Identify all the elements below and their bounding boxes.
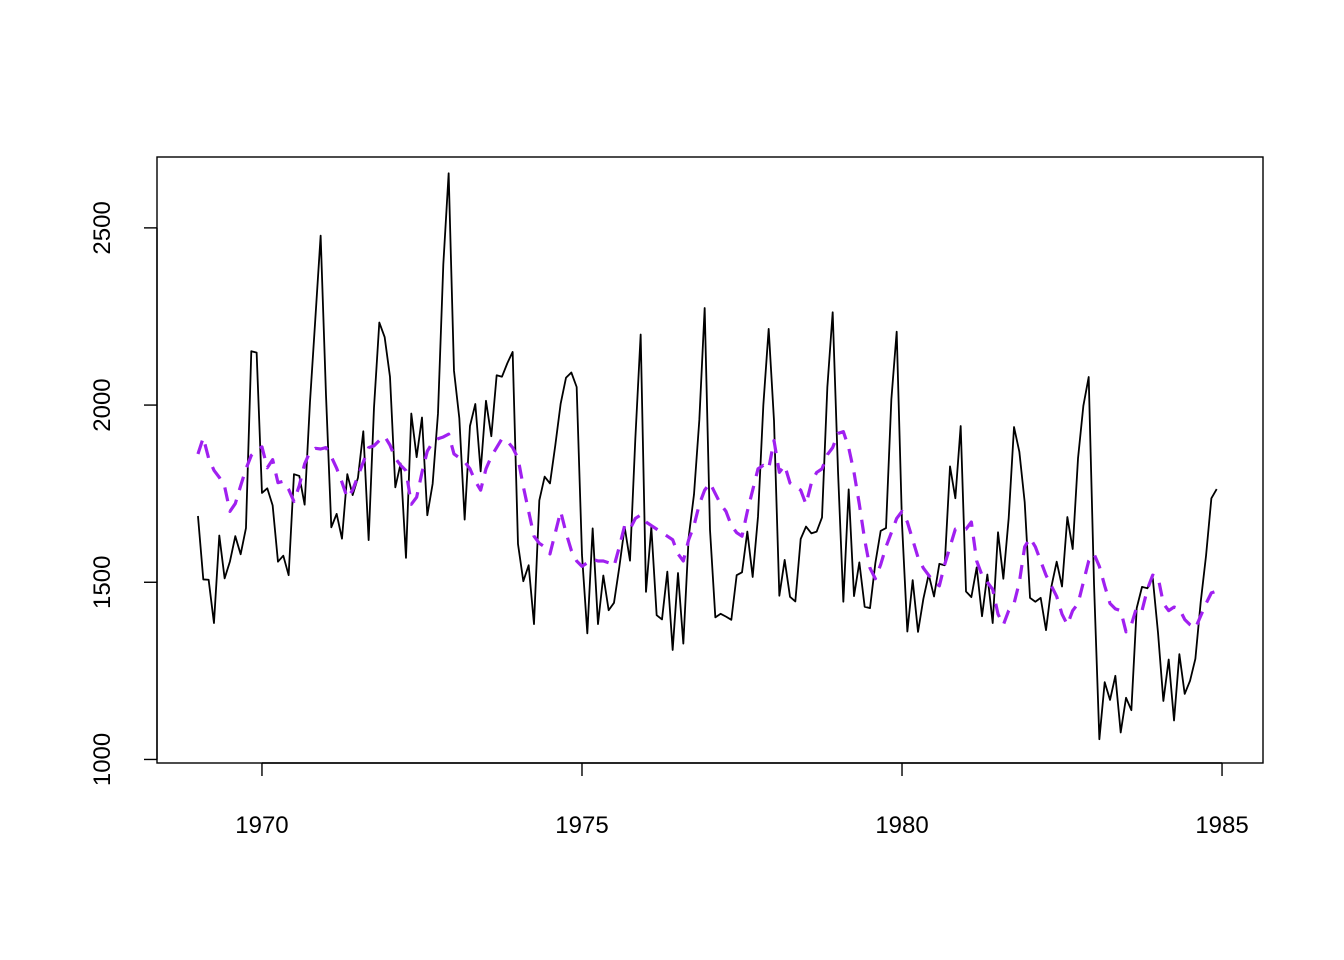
series-line-1 (197, 172, 1218, 741)
series-line-2 (196, 430, 1218, 634)
y-tick-label: 2500 (89, 201, 116, 254)
y-tick-label: 1500 (89, 556, 116, 609)
y-tick-label: 2000 (89, 378, 116, 431)
x-tick-label: 1970 (235, 812, 288, 839)
x-tick-label: 1985 (1195, 812, 1248, 839)
y-tick-label: 1000 (89, 733, 116, 786)
x-tick-label: 1980 (875, 812, 928, 839)
x-tick-label: 1975 (555, 812, 608, 839)
x-axis: 1970 1975 1980 1985 (235, 762, 1249, 839)
series-layer (196, 172, 1218, 741)
y-axis: 1000 1500 2000 2500 (89, 201, 158, 786)
